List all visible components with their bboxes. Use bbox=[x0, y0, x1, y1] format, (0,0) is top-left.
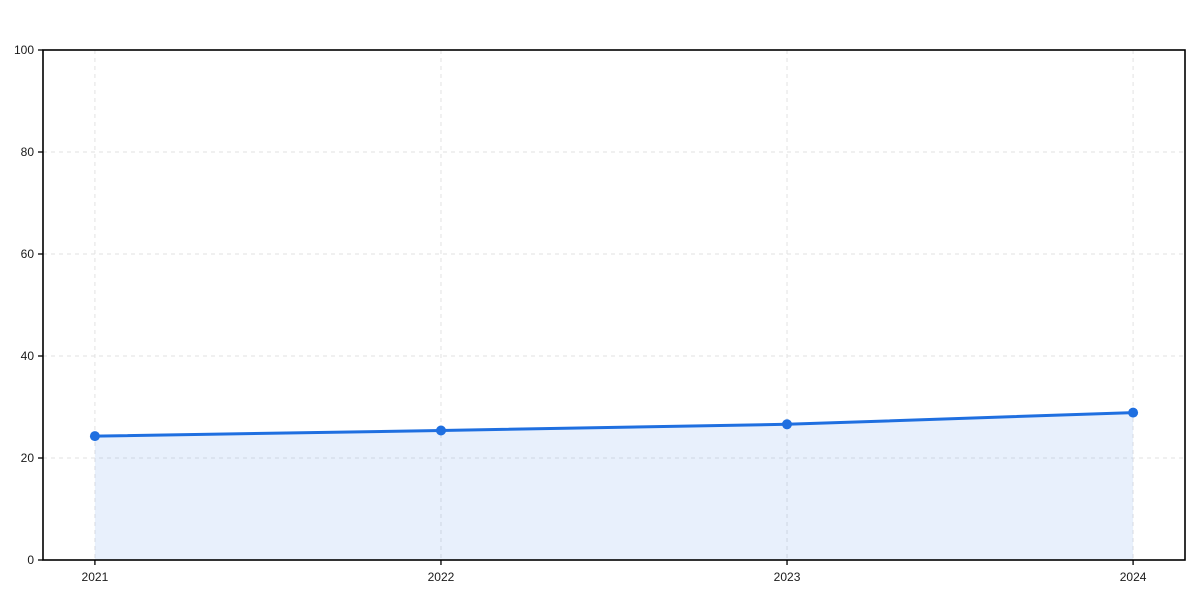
plot-background bbox=[43, 50, 1185, 560]
data-point bbox=[89, 431, 100, 442]
data-point bbox=[436, 425, 446, 436]
y-tick-label: 20 bbox=[21, 451, 35, 465]
x-tick-label: 2023 bbox=[774, 570, 801, 584]
x-tick-label: 2021 bbox=[82, 570, 109, 584]
y-tick-label: 0 bbox=[27, 553, 34, 567]
area-fill bbox=[94, 412, 1134, 560]
y-tick-label: 80 bbox=[21, 145, 35, 159]
y-tick-label: 60 bbox=[21, 247, 35, 261]
plot-border bbox=[42, 49, 1186, 561]
data-point bbox=[1128, 407, 1139, 418]
x-tick-label: 2022 bbox=[428, 570, 455, 584]
y-tick-label: 40 bbox=[21, 349, 35, 363]
y-tick-label: 100 bbox=[14, 43, 34, 57]
x-tick-label: 2024 bbox=[1120, 570, 1147, 584]
trend-line bbox=[93, 411, 1135, 438]
data-point bbox=[782, 419, 792, 430]
